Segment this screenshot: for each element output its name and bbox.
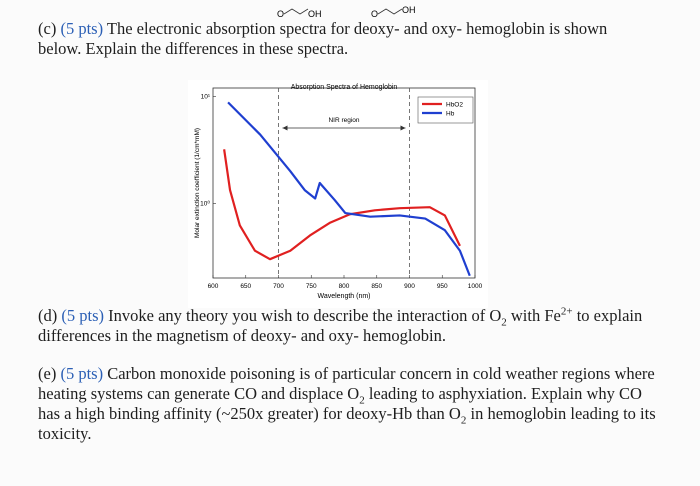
bond bbox=[377, 8, 403, 15]
text: in hemoglobin leading to its toxicity. bbox=[38, 404, 656, 443]
text: The electronic absorption spectra for de… bbox=[38, 19, 608, 58]
y-tick-label: 10¹ bbox=[201, 93, 211, 100]
atom: O bbox=[371, 9, 378, 19]
question: (e) (5 pts) Carbon monoxide poisoning is… bbox=[38, 364, 663, 444]
label: (e) bbox=[38, 364, 57, 383]
label: (c) bbox=[38, 19, 57, 38]
text: Carbon monoxide poisoning is of particul… bbox=[38, 364, 655, 403]
points: (5 pts) bbox=[60, 19, 104, 38]
question: (d) (5 pts) Invoke any theory you wish t… bbox=[38, 306, 663, 346]
y-axis-label: Molar extinction coefficient (1/cm*mM) bbox=[194, 128, 201, 238]
text: 2+ bbox=[560, 305, 573, 318]
x-tick-label: 750 bbox=[306, 283, 317, 290]
legend-box bbox=[417, 96, 474, 124]
points: (5 pts) bbox=[60, 364, 104, 383]
points: (5 pts) bbox=[61, 306, 104, 325]
x-axis-label: Wavelength (nm) bbox=[317, 293, 370, 300]
text: 2 bbox=[501, 316, 507, 329]
legend-label: Hb bbox=[446, 111, 455, 118]
series-line bbox=[227, 101, 471, 277]
text: 2 bbox=[460, 414, 467, 427]
text: leading to asphyxiation. Explain why CO … bbox=[38, 384, 642, 423]
structure bbox=[283, 8, 403, 15]
chart-title: Absorption Spectra of Hemoglobin bbox=[291, 84, 398, 91]
bond bbox=[283, 8, 309, 15]
legend-label: HbO2 bbox=[446, 102, 463, 109]
atom: OH bbox=[308, 9, 322, 19]
y-tick-label: 10⁰ bbox=[200, 199, 210, 207]
annotation: NIR region bbox=[328, 117, 359, 124]
text: to explain differences in the magnetism … bbox=[38, 306, 643, 345]
x-tick-label: 950 bbox=[437, 283, 448, 290]
x-tick-label: 800 bbox=[339, 283, 350, 290]
question: (c) (5 pts) The electronic absorption sp… bbox=[38, 19, 638, 59]
text: 2 bbox=[359, 394, 365, 407]
x-tick-label: 1000 bbox=[468, 283, 483, 290]
atom: O bbox=[277, 9, 284, 19]
series-line bbox=[223, 149, 461, 261]
x-tick-label: 600 bbox=[208, 283, 219, 290]
x-tick-label: 650 bbox=[240, 283, 251, 290]
text: with Fe bbox=[506, 306, 561, 325]
x-tick-label: 850 bbox=[371, 283, 382, 290]
text: Invoke any theory you wish to describe t… bbox=[108, 306, 502, 325]
x-tick-label: 900 bbox=[404, 283, 415, 290]
label: (d) bbox=[38, 306, 58, 325]
atom: OH bbox=[402, 5, 416, 15]
x-tick-label: 700 bbox=[273, 283, 284, 290]
